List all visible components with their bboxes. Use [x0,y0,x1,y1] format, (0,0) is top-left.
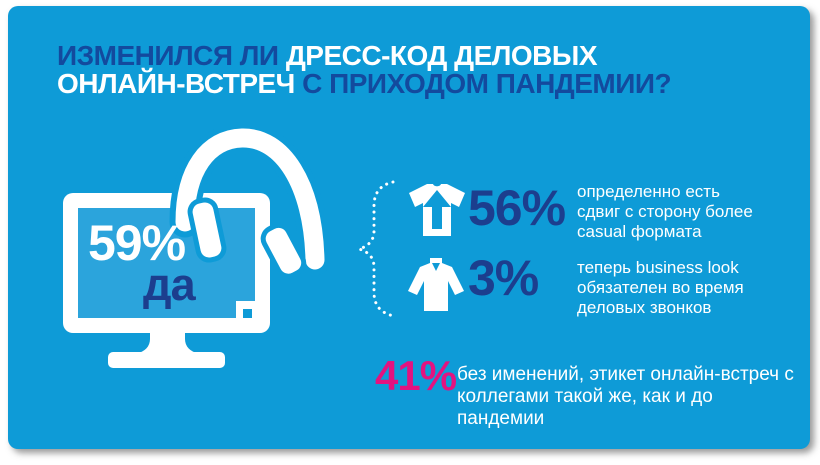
desc-line: без именений, этикет онлайн-встреч с [457,364,794,385]
business-shirt-icon [408,258,464,311]
curly-brace-icon [353,180,396,318]
title-part-dark-2: С ПРИХОДОМ ПАНДЕМИИ? [302,68,672,99]
title-part-white-2: ОНЛАЙН-ВСТРЕЧ [57,68,295,99]
desc-line: обязателен во время [577,278,744,297]
desc-line: casual формата [577,222,702,241]
stat-value-casual: 56% [468,180,566,236]
desc-line: коллегами такой же, как и до пандемии [457,386,713,429]
title-part-white-1: ДРЕСС-КОД ДЕЛОВЫХ [285,40,598,71]
desc-line: определенно есть [577,182,720,201]
stat-value-unchanged: 41% [375,352,457,399]
page-title: ИЗМЕНИЛСЯ ЛИ ДРЕСС-КОД ДЕЛОВЫХ ОНЛАЙН-ВС… [57,42,797,98]
desc-line: деловых звонков [577,298,712,317]
monitor-percent-value: 59% [88,215,186,271]
stat-description-casual: определенно есть сдвиг с сторону более c… [577,182,807,242]
stat-description-business: теперь business look обязателен во время… [577,258,807,318]
desc-line: сдвиг с сторону более [577,202,753,221]
tshirt-arrow-up-icon [409,184,465,236]
stat-description-unchanged: без именений, этикет онлайн-встреч с кол… [457,364,797,430]
title-part-dark-1: ИЗМЕНИЛСЯ ЛИ [57,40,279,71]
monitor-answer-label: да [143,259,196,310]
stat-value-business: 3% [468,250,539,306]
monitor-headphones-icon [63,128,330,368]
infographic-panel: ИЗМЕНИЛСЯ ЛИ ДРЕСС-КОД ДЕЛОВЫХ ОНЛАЙН-ВС… [8,6,810,449]
desc-line: теперь business look [577,258,739,277]
